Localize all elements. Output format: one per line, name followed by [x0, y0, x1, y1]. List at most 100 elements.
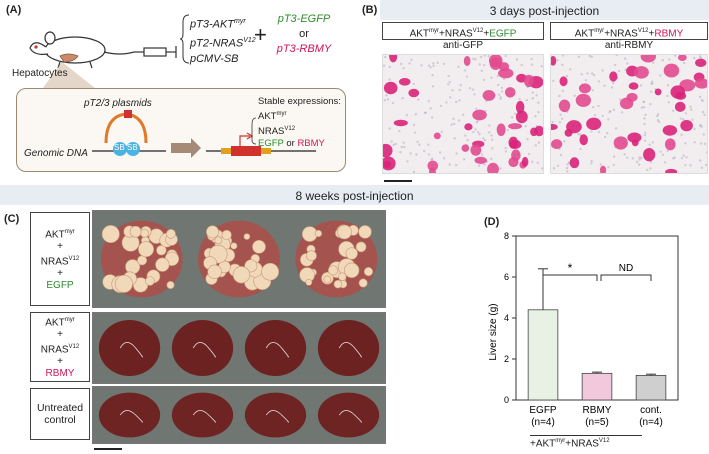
stained-cell — [677, 55, 687, 61]
stained-cell — [680, 119, 693, 132]
integration-diagram — [92, 110, 316, 158]
stained-cell — [633, 66, 649, 79]
stained-cell — [511, 149, 521, 162]
stained-cell — [474, 156, 487, 164]
liver-photo-rbmy — [92, 312, 386, 384]
stained-cell — [463, 56, 471, 66]
stained-cell — [599, 165, 607, 173]
stained-cell — [569, 157, 580, 169]
anti-gfp-label: anti-GFP — [442, 40, 483, 51]
stained-cell — [509, 139, 522, 150]
hepatocytes-label: Hepatocytes — [12, 68, 68, 79]
stained-cell — [665, 168, 678, 173]
stained-cell — [559, 76, 568, 87]
stained-cell — [496, 123, 506, 137]
b-right-header: AKTmyr+NRASV12+RBMY — [550, 22, 708, 40]
y-tick-label: 2 — [504, 354, 509, 364]
liver-specimen — [171, 392, 234, 438]
histology-anti-gfp — [382, 54, 544, 174]
stained-cell — [521, 156, 529, 167]
stained-cell — [663, 63, 680, 78]
liver-specimen — [244, 392, 307, 438]
liver-specimen — [171, 320, 234, 376]
panel-c-letter: (C) — [4, 213, 20, 225]
stained-cell — [579, 134, 588, 146]
sb-left: SB — [114, 143, 125, 152]
panel-c-title: 8 weeks post-injection — [295, 189, 414, 203]
bar — [581, 372, 613, 401]
stained-cell — [619, 97, 634, 110]
stained-cell — [628, 82, 639, 90]
genomic-dna-label: Genomic DNA — [24, 148, 88, 159]
c-row3-label: Untreated control — [30, 388, 90, 440]
panel-b-band: 3 days post-injection — [380, 0, 709, 20]
brace — [180, 14, 190, 64]
stained-cell — [464, 123, 473, 131]
panel-b-letter: (B) — [362, 4, 378, 16]
stained-cell — [427, 160, 439, 172]
liver-specimen — [98, 320, 161, 376]
stained-cell — [383, 81, 398, 95]
category-label: cont. — [640, 405, 662, 416]
stained-cell — [640, 55, 656, 63]
liver-specimen — [295, 220, 378, 298]
stained-cell — [578, 83, 591, 94]
stained-cell — [631, 139, 639, 147]
stained-cell — [662, 125, 678, 136]
y-tick-label: 4 — [504, 313, 509, 323]
stained-cell — [408, 88, 420, 98]
stained-cell — [470, 144, 482, 156]
stained-cell — [675, 91, 687, 100]
y-tick-label: 0 — [504, 395, 509, 405]
stained-cell — [695, 58, 707, 68]
stained-cell — [530, 127, 538, 137]
histology-anti-rbmy — [550, 54, 708, 174]
y-tick-label: 8 — [504, 231, 509, 241]
stained-cell — [575, 93, 592, 107]
stained-cell — [383, 160, 392, 169]
stained-cell — [674, 101, 686, 112]
stained-cell — [523, 74, 534, 88]
stained-cell — [433, 132, 441, 140]
y-axis-label: Liver size (g) — [488, 303, 499, 360]
panel-c-band: 8 weeks post-injection — [0, 185, 709, 205]
y-tick-label: 6 — [504, 272, 509, 282]
integration-box — [16, 88, 346, 172]
stained-cell — [664, 138, 676, 151]
stained-cell — [515, 100, 525, 114]
bar — [635, 374, 667, 401]
stained-cell — [613, 136, 628, 150]
sig-bracket — [542, 274, 598, 281]
stained-cell — [393, 119, 408, 127]
stained-cell — [643, 147, 656, 162]
sb-right: SB — [127, 143, 138, 152]
panel-b-title: 3 days post-injection — [489, 4, 600, 18]
stained-cell — [383, 143, 393, 158]
anti-rbmy-label: anti-RBMY — [604, 40, 654, 51]
category-label: EGFP — [529, 405, 557, 416]
stained-cell — [694, 78, 707, 89]
reporter-plasmids: pT3-EGFP or pT3-RBMY — [276, 13, 332, 55]
plus-sign: + — [254, 22, 267, 47]
group-underline — [530, 435, 642, 436]
stained-cell — [429, 167, 436, 173]
stained-cell — [504, 87, 516, 98]
liver-specimen — [317, 392, 380, 438]
c-row2-label: AKTmyr + NRASV12 + RBMY — [30, 312, 90, 382]
stained-cell — [627, 132, 642, 143]
category-n: (n=5) — [585, 417, 609, 428]
scale-bar-c — [94, 448, 122, 450]
sig-star: * — [568, 261, 573, 275]
category-label: RBMY — [583, 405, 612, 416]
stained-cell — [609, 71, 618, 82]
stained-cell — [558, 99, 571, 113]
b-left-header: AKTmyr+NRASV12+EGFP — [382, 22, 544, 40]
stained-cell — [654, 88, 662, 96]
nd-bracket — [600, 274, 652, 281]
liver-specimen — [317, 320, 380, 376]
stained-cell — [482, 89, 496, 101]
liver-specimen — [244, 320, 307, 376]
stable-expressions: Stable expressions: AKTmyr NRASV12 EGFP … — [258, 96, 341, 150]
category-n: (n=4) — [531, 417, 555, 428]
nd-label: ND — [619, 263, 633, 274]
